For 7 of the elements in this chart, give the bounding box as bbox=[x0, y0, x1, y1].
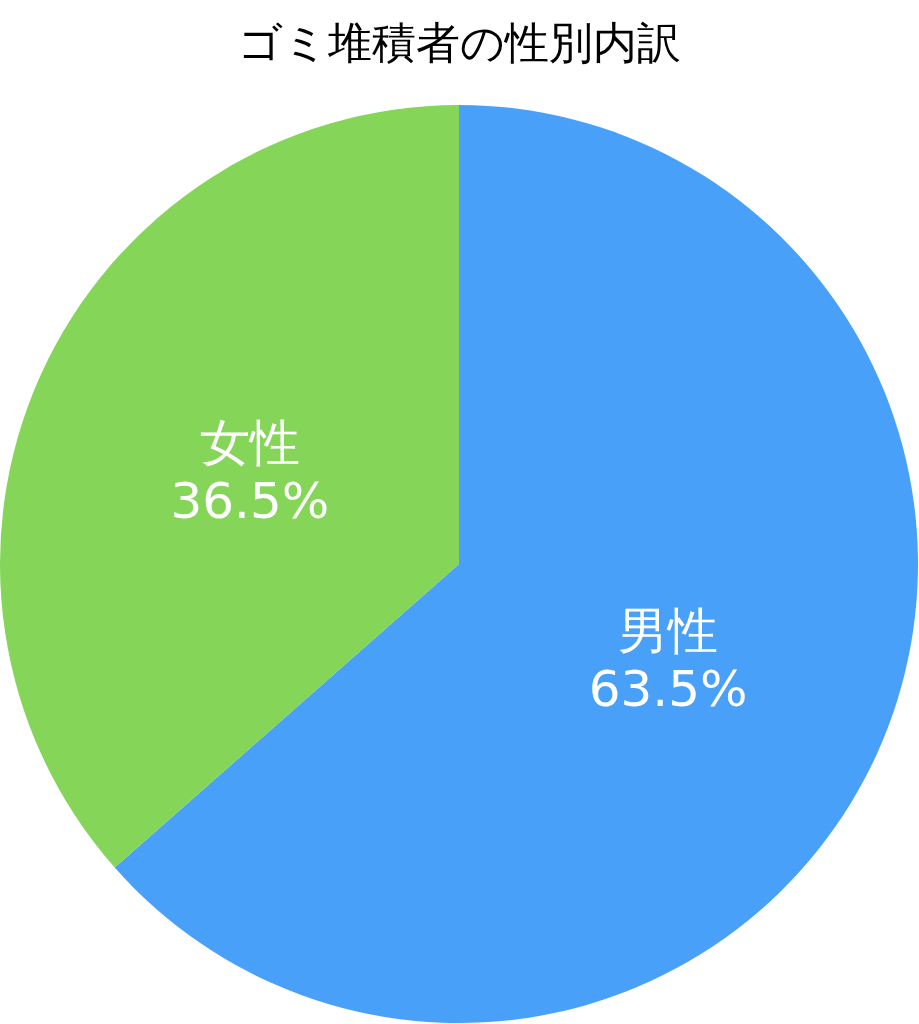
data-label: 63.5% bbox=[588, 660, 748, 719]
chart-title: ゴミ堆積者の性別内訳 bbox=[238, 17, 681, 68]
pie-slice bbox=[0, 105, 459, 868]
slice-label: 男性 bbox=[618, 602, 719, 661]
pie-slice bbox=[114, 105, 918, 1023]
data-label: 36.5% bbox=[170, 471, 330, 530]
slice-label: 女性 bbox=[199, 413, 300, 472]
